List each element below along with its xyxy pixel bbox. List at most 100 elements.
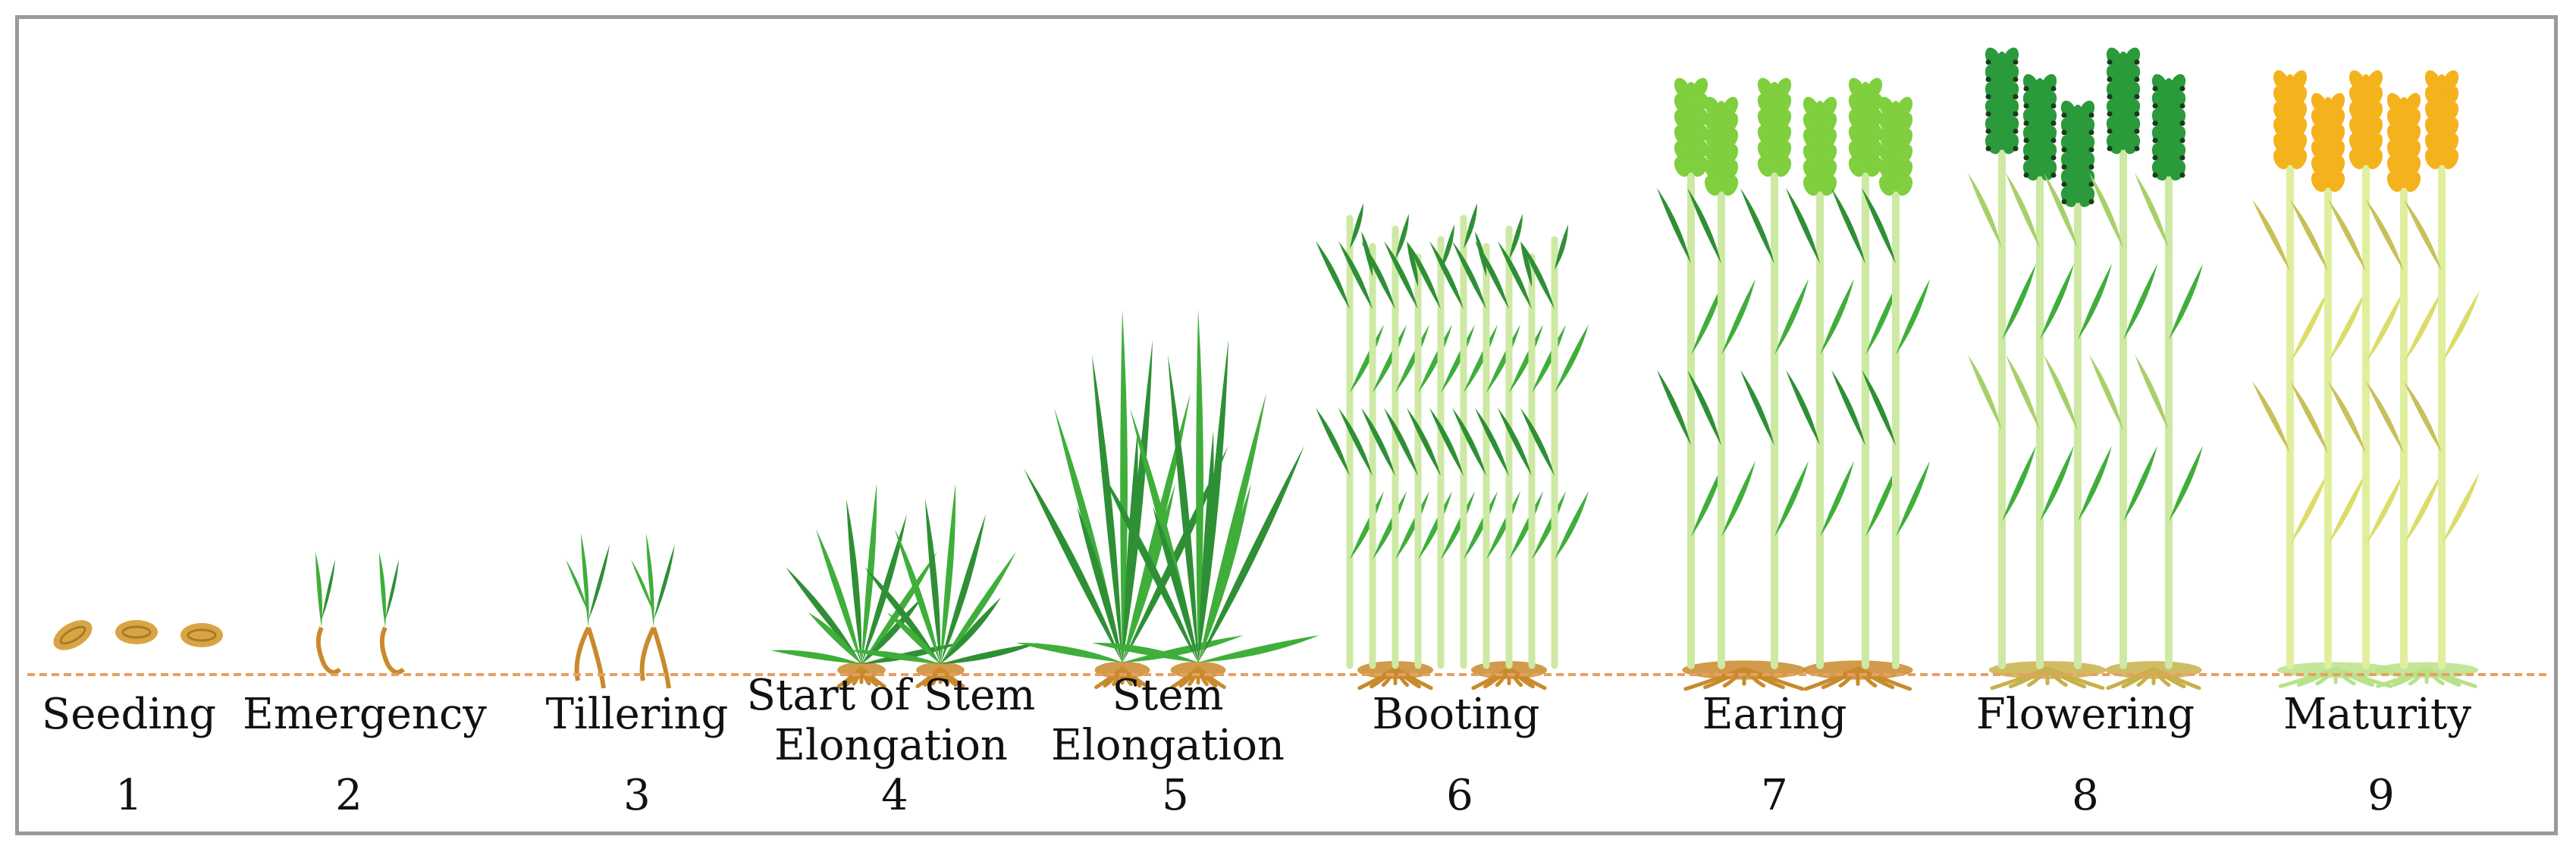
ear bbox=[2443, 149, 2459, 170]
stage-number-1: 1 bbox=[115, 771, 143, 820]
leaf bbox=[1092, 355, 1122, 662]
ear bbox=[1722, 96, 1739, 117]
ear bbox=[1821, 96, 1837, 117]
leaf bbox=[1657, 370, 1691, 446]
ear bbox=[2329, 108, 2345, 130]
anther bbox=[2152, 137, 2158, 143]
anther bbox=[2023, 137, 2029, 143]
leaf bbox=[2442, 290, 2480, 362]
stage-label-seeding: Seeding bbox=[41, 690, 217, 739]
anther bbox=[2107, 77, 2113, 83]
leaf bbox=[1968, 355, 2002, 431]
ear bbox=[1704, 144, 1721, 164]
leaf bbox=[1687, 370, 1721, 446]
leaf bbox=[2089, 355, 2123, 431]
leaf bbox=[379, 552, 386, 628]
ear bbox=[1674, 77, 1690, 99]
ear bbox=[2329, 171, 2345, 193]
ear bbox=[2273, 70, 2289, 91]
ear bbox=[2291, 149, 2308, 170]
anther bbox=[2134, 59, 2140, 65]
anther bbox=[2061, 164, 2067, 170]
ear bbox=[2367, 70, 2383, 91]
seed bbox=[53, 620, 93, 650]
ear bbox=[1775, 77, 1792, 99]
roots bbox=[837, 662, 886, 678]
ear bbox=[2291, 102, 2308, 122]
ear bbox=[2367, 102, 2383, 122]
anther bbox=[2050, 155, 2057, 161]
leaf bbox=[940, 643, 1039, 664]
ear bbox=[1775, 156, 1792, 177]
leaf bbox=[1691, 461, 1725, 537]
leaf bbox=[646, 533, 654, 628]
leaf bbox=[1657, 188, 1691, 264]
anther bbox=[2050, 121, 2057, 127]
ear bbox=[2443, 86, 2459, 107]
roots bbox=[574, 626, 606, 689]
leaf bbox=[2290, 472, 2328, 544]
ear bbox=[2424, 102, 2441, 122]
leaf bbox=[1361, 408, 1395, 476]
ear bbox=[1775, 109, 1792, 130]
leaf bbox=[2366, 381, 2404, 453]
leaf bbox=[2169, 446, 2203, 521]
ear bbox=[1848, 109, 1865, 130]
leaf bbox=[1384, 241, 1418, 309]
leaf bbox=[1498, 408, 1532, 476]
ear bbox=[2349, 117, 2365, 138]
ear bbox=[1821, 128, 1837, 149]
leaf bbox=[2044, 355, 2078, 431]
anther bbox=[2013, 128, 2019, 134]
anther bbox=[2107, 128, 2113, 134]
anther bbox=[2152, 155, 2158, 161]
ear bbox=[1897, 175, 1913, 196]
stage-label-start-of-stem-elongation: Start of Stem Elongation bbox=[746, 671, 1036, 770]
leaf bbox=[1092, 642, 1198, 662]
ear bbox=[2349, 149, 2365, 170]
ear bbox=[2386, 108, 2403, 130]
anther bbox=[2107, 146, 2113, 152]
leaf bbox=[2404, 381, 2442, 453]
ear bbox=[1878, 112, 1895, 133]
ear bbox=[1704, 96, 1721, 117]
anther bbox=[2050, 137, 2057, 143]
anther bbox=[2050, 103, 2057, 109]
anther bbox=[2134, 111, 2140, 117]
ear bbox=[1803, 128, 1819, 149]
leaf bbox=[1721, 461, 1756, 537]
leaf bbox=[887, 612, 940, 664]
anther bbox=[2179, 137, 2185, 143]
ear bbox=[2424, 70, 2441, 91]
leaf bbox=[1475, 408, 1509, 476]
roots bbox=[315, 626, 342, 675]
stage-number-6: 6 bbox=[1446, 771, 1473, 820]
ear bbox=[2367, 86, 2383, 107]
anther bbox=[2088, 147, 2094, 153]
leaf bbox=[2078, 264, 2112, 340]
leaf bbox=[2290, 381, 2328, 453]
leaf bbox=[2123, 264, 2157, 340]
leaf bbox=[2404, 290, 2442, 362]
ear bbox=[2291, 86, 2308, 107]
ear bbox=[1878, 144, 1895, 164]
leaf bbox=[1168, 355, 1198, 662]
ear bbox=[2405, 108, 2421, 130]
leaf bbox=[1198, 431, 1214, 662]
ear bbox=[2311, 108, 2327, 130]
ear bbox=[2311, 124, 2327, 145]
leaf bbox=[1896, 461, 1930, 537]
leaf bbox=[1896, 279, 1930, 355]
ear bbox=[1803, 96, 1819, 117]
ear bbox=[1692, 156, 1708, 177]
leaf bbox=[2135, 173, 2169, 249]
stage-label-flowering: Flowering bbox=[1975, 690, 2195, 739]
leaf bbox=[1831, 370, 1865, 446]
ear bbox=[1692, 125, 1708, 146]
ear bbox=[2443, 70, 2459, 91]
leaf bbox=[1395, 214, 1409, 259]
leaf bbox=[770, 650, 861, 664]
anther bbox=[2013, 111, 2019, 117]
leaf bbox=[2123, 446, 2157, 521]
